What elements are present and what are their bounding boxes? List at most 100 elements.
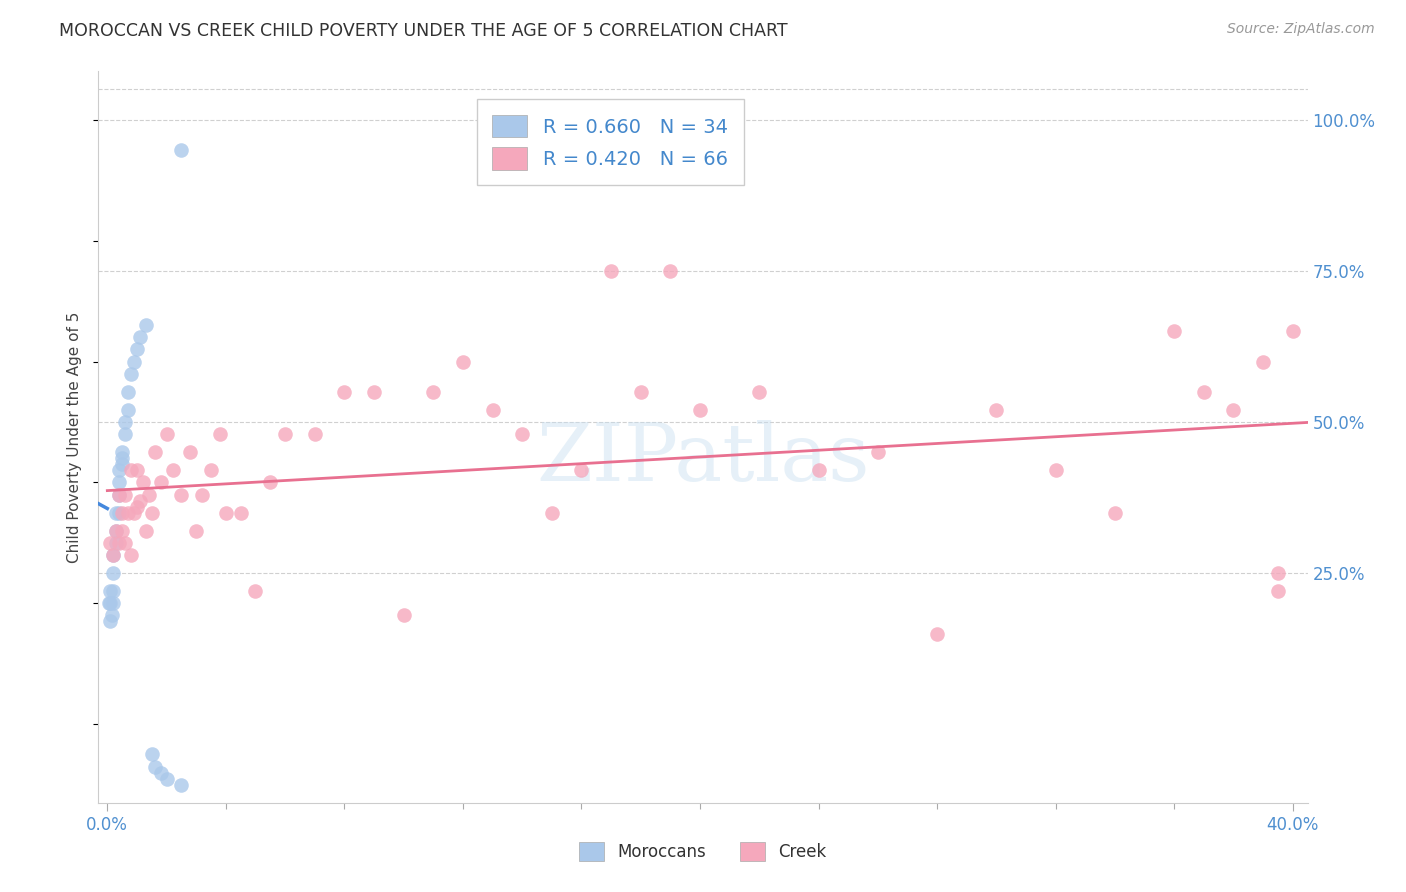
Point xyxy=(98,596,121,610)
Point xyxy=(215,506,238,520)
Point xyxy=(103,548,125,562)
Point xyxy=(689,403,711,417)
Point xyxy=(571,463,593,477)
Point xyxy=(141,506,163,520)
Point xyxy=(111,445,134,459)
Point xyxy=(162,463,184,477)
Point xyxy=(114,536,136,550)
Point xyxy=(259,475,281,490)
Point xyxy=(117,403,139,417)
Point xyxy=(143,445,166,459)
Point xyxy=(451,354,474,368)
Point xyxy=(141,747,163,762)
Point xyxy=(111,451,134,466)
Point xyxy=(111,457,134,471)
Point xyxy=(105,524,128,538)
Point xyxy=(138,487,160,501)
Point xyxy=(117,384,139,399)
Point xyxy=(170,143,193,157)
Point xyxy=(135,524,157,538)
Point xyxy=(100,608,122,623)
Point xyxy=(122,354,145,368)
Point xyxy=(1267,566,1289,580)
Point xyxy=(986,403,1008,417)
Point xyxy=(1251,354,1274,368)
Point xyxy=(125,463,148,477)
Point xyxy=(807,463,830,477)
Point xyxy=(155,772,177,786)
Point xyxy=(245,584,267,599)
Point xyxy=(114,427,136,442)
Point xyxy=(122,506,145,520)
Point xyxy=(108,506,131,520)
Point xyxy=(1045,463,1067,477)
Point xyxy=(1281,324,1303,338)
Point xyxy=(422,384,444,399)
Point xyxy=(105,536,128,550)
Point xyxy=(117,506,139,520)
Point xyxy=(143,759,166,773)
Point xyxy=(129,330,152,344)
Point xyxy=(129,493,152,508)
Point xyxy=(170,487,193,501)
Point xyxy=(103,548,125,562)
Point xyxy=(98,536,121,550)
Point xyxy=(510,427,533,442)
Point xyxy=(1192,384,1215,399)
Point xyxy=(481,403,503,417)
Point xyxy=(1267,584,1289,599)
Point xyxy=(748,384,770,399)
Point xyxy=(105,524,128,538)
Point xyxy=(105,506,128,520)
Point xyxy=(120,548,142,562)
Point xyxy=(179,445,201,459)
Point xyxy=(392,608,415,623)
Point xyxy=(108,487,131,501)
Point xyxy=(191,487,214,501)
Point xyxy=(304,427,326,442)
Point xyxy=(125,500,148,514)
Text: Source: ZipAtlas.com: Source: ZipAtlas.com xyxy=(1227,22,1375,37)
Point xyxy=(97,596,120,610)
Text: MOROCCAN VS CREEK CHILD POVERTY UNDER THE AGE OF 5 CORRELATION CHART: MOROCCAN VS CREEK CHILD POVERTY UNDER TH… xyxy=(59,22,787,40)
Point xyxy=(1222,403,1244,417)
Point xyxy=(111,524,134,538)
Point xyxy=(1104,506,1126,520)
Point xyxy=(135,318,157,333)
Point xyxy=(186,524,208,538)
Legend: Moroccans, Creek: Moroccans, Creek xyxy=(572,835,834,868)
Point xyxy=(103,584,125,599)
Point xyxy=(98,615,121,629)
Point xyxy=(1163,324,1185,338)
Point xyxy=(103,596,125,610)
Point xyxy=(927,626,949,640)
Point xyxy=(600,264,623,278)
Point xyxy=(98,584,121,599)
Point xyxy=(125,343,148,357)
Point xyxy=(200,463,222,477)
Point xyxy=(170,778,193,792)
Point xyxy=(120,367,142,381)
Point xyxy=(155,427,177,442)
Point xyxy=(274,427,297,442)
Point xyxy=(114,415,136,429)
Point xyxy=(108,475,131,490)
Y-axis label: Child Poverty Under the Age of 5: Child Poverty Under the Age of 5 xyxy=(67,311,83,563)
Point xyxy=(108,487,131,501)
Point xyxy=(333,384,356,399)
Point xyxy=(120,463,142,477)
Text: ZIPatlas: ZIPatlas xyxy=(536,420,870,498)
Point xyxy=(149,475,172,490)
Point xyxy=(111,506,134,520)
Point xyxy=(866,445,889,459)
Point xyxy=(659,264,682,278)
Point xyxy=(208,427,231,442)
Point xyxy=(108,536,131,550)
Point xyxy=(103,566,125,580)
Point xyxy=(108,463,131,477)
Point xyxy=(229,506,252,520)
Point xyxy=(540,506,562,520)
Point xyxy=(363,384,385,399)
Point xyxy=(630,384,652,399)
Point xyxy=(132,475,155,490)
